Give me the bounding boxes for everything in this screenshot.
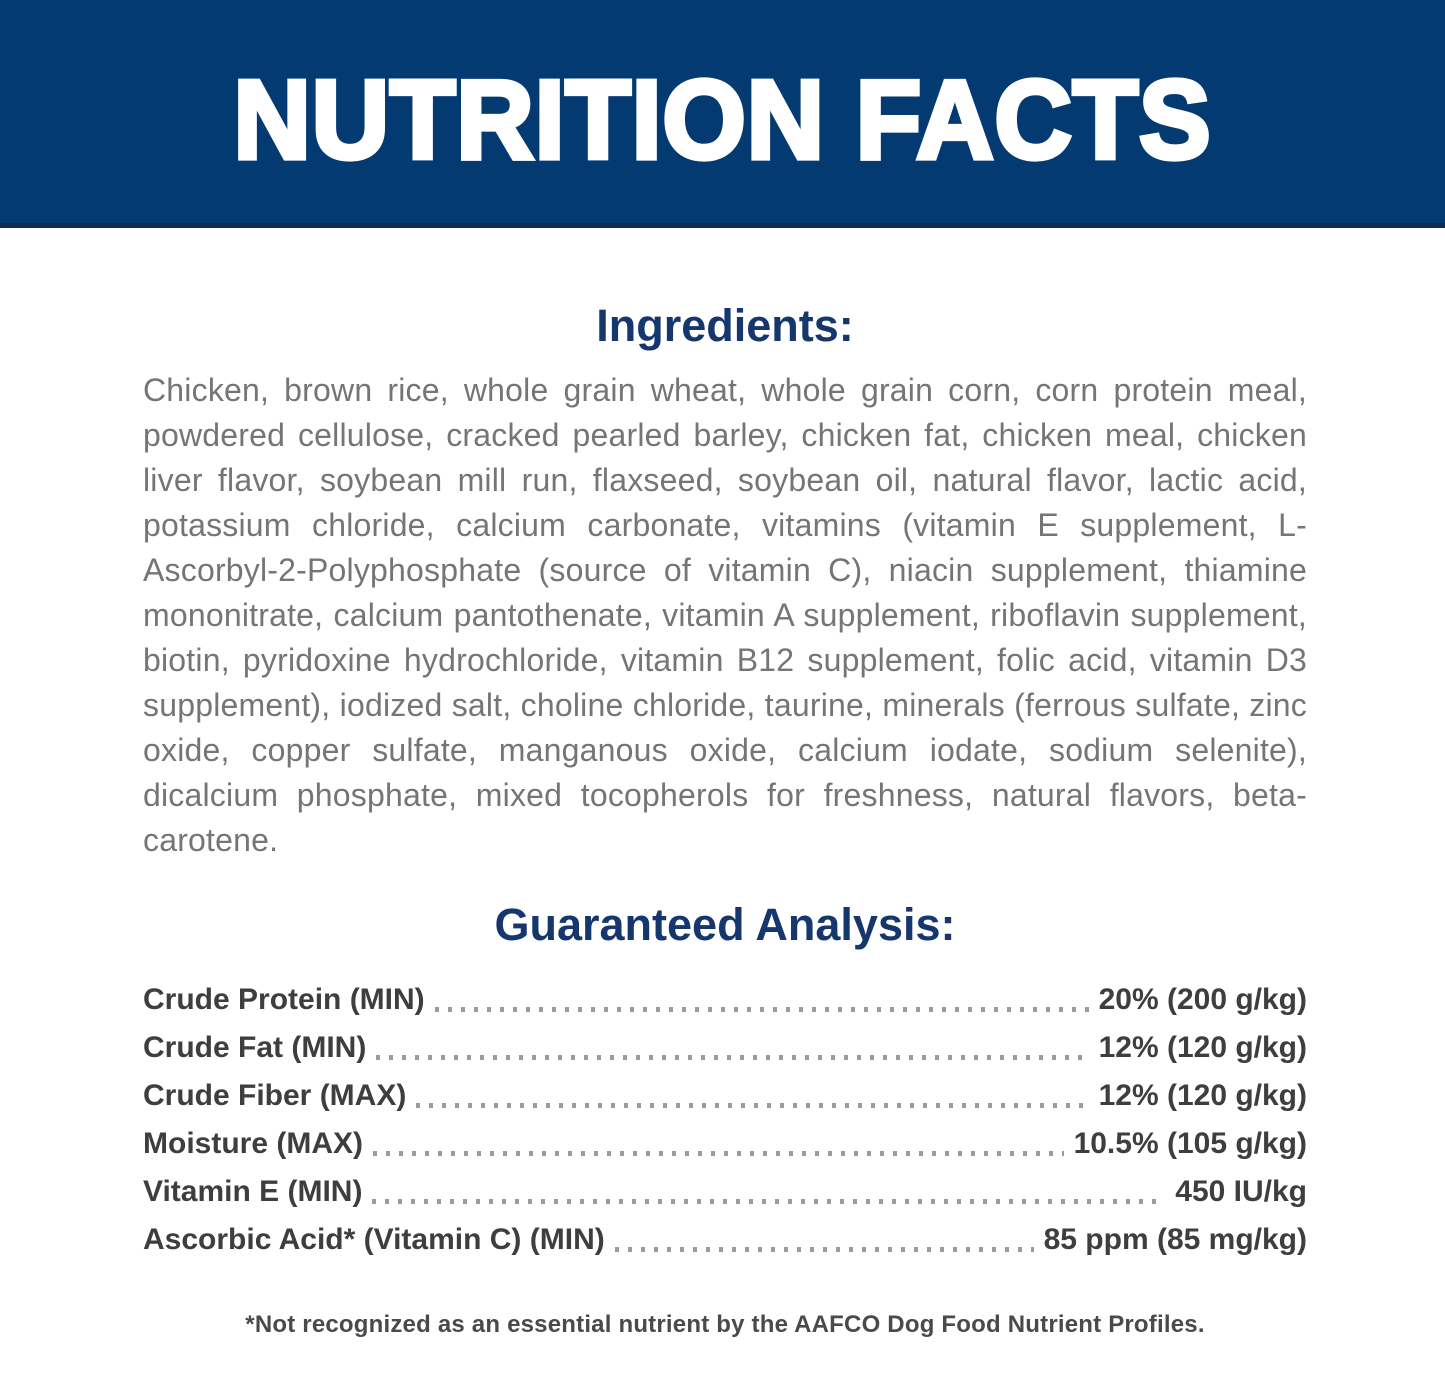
dotted-leader: [416, 1103, 1089, 1108]
analysis-rows: Crude Protein (MIN) 20% (200 g/kg) Crude…: [143, 985, 1307, 1255]
analysis-row: Ascorbic Acid* (Vitamin C) (MIN) 85 ppm …: [143, 1225, 1307, 1255]
dotted-leader: [376, 1055, 1089, 1060]
analysis-row-label: Crude Fat (MIN): [143, 1031, 367, 1064]
guaranteed-analysis-heading: Guaranteed Analysis:: [494, 899, 956, 950]
analysis-row: Crude Fat (MIN) 12% (120 g/kg): [143, 1033, 1307, 1063]
dotted-leader: [614, 1247, 1034, 1252]
analysis-row: Moisture (MAX) 10.5% (105 g/kg): [143, 1129, 1307, 1159]
ingredients-heading: Ingredients:: [596, 300, 854, 351]
analysis-row: Vitamin E (MIN) 450 IU/kg: [143, 1177, 1307, 1207]
label-content: Ingredients: Chicken, brown rice, whole …: [0, 300, 1445, 1339]
analysis-row-value: 85 ppm (85 mg/kg): [1043, 1223, 1307, 1256]
analysis-row-value: 450 IU/kg: [1175, 1175, 1307, 1208]
analysis-row-label: Crude Fiber (MAX): [143, 1079, 407, 1112]
analysis-row-label: Ascorbic Acid* (Vitamin C) (MIN): [143, 1223, 605, 1256]
dotted-leader: [372, 1199, 1166, 1204]
analysis-row-value: 12% (120 g/kg): [1098, 1079, 1307, 1112]
analysis-row-value: 20% (200 g/kg): [1098, 983, 1307, 1016]
analysis-row-value: 12% (120 g/kg): [1098, 1031, 1307, 1064]
ingredients-text: Chicken, brown rice, whole grain wheat, …: [143, 372, 1307, 858]
analysis-row-label: Vitamin E (MIN): [143, 1175, 363, 1208]
analysis-row-label: Moisture (MAX): [143, 1127, 363, 1160]
banner-title: NUTRITION FACTS: [231, 54, 1213, 184]
dotted-leader: [373, 1151, 1064, 1156]
analysis-row-label: Crude Protein (MIN): [143, 983, 425, 1016]
dotted-leader: [434, 1007, 1089, 1012]
analysis-row: Crude Fiber (MAX) 12% (120 g/kg): [143, 1081, 1307, 1111]
analysis-row-value: 10.5% (105 g/kg): [1073, 1127, 1307, 1160]
aafco-footnote: *Not recognized as an essential nutrient…: [245, 1311, 1205, 1338]
nutrition-facts-banner: NUTRITION FACTS: [0, 0, 1445, 228]
analysis-row: Crude Protein (MIN) 20% (200 g/kg): [143, 985, 1307, 1015]
